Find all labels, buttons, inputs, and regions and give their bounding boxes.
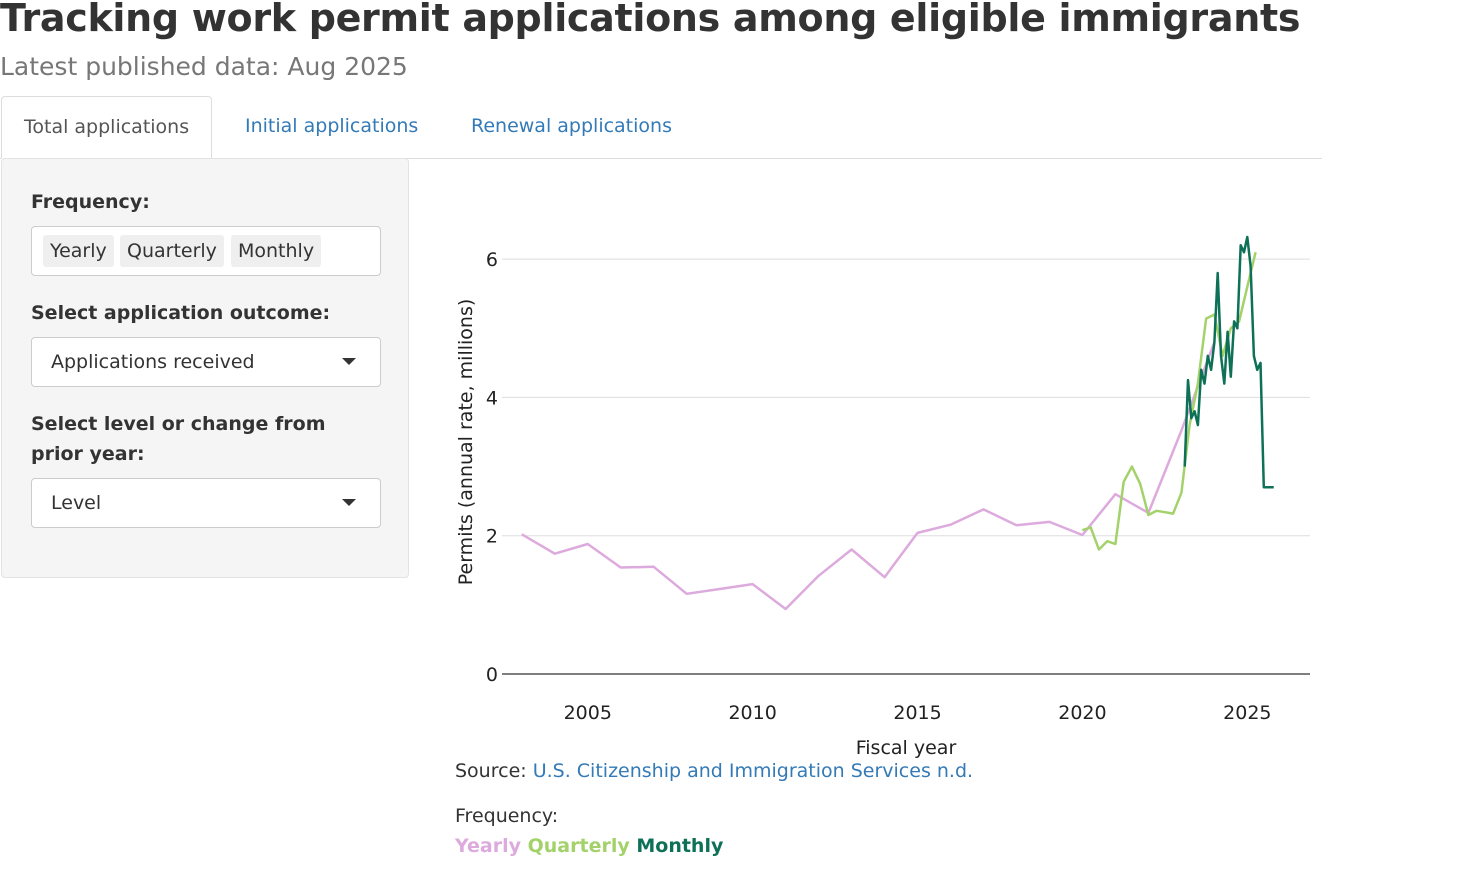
x-axis-title: Fiscal year — [856, 737, 957, 759]
caret-down-icon — [342, 499, 356, 506]
series-line-monthly — [1183, 235, 1274, 489]
control-panel: Frequency: Yearly Quarterly Monthly Sele… — [1, 158, 409, 578]
y-tick-label: 0 — [486, 664, 498, 686]
source-link[interactable]: U.S. Citizenship and Immigration Service… — [532, 760, 974, 782]
outcome-select[interactable]: Applications received — [31, 337, 381, 387]
legend-title: Frequency: — [455, 805, 559, 827]
x-tick-label: 2020 — [1058, 702, 1106, 724]
permits-chart: 0 2 4 6 2005 2010 2015 2020 2025 Fiscal year Permi… — [455, 235, 1310, 759]
y-tick-label: 2 — [486, 526, 498, 548]
legend: Yearly Quarterly Monthly — [455, 835, 723, 857]
outcome-label: Select application outcome: — [31, 302, 331, 324]
x-tick-label: 2010 — [728, 702, 776, 724]
page-subtitle: Latest published data: Aug 2025 — [0, 52, 408, 81]
caret-down-icon — [342, 358, 356, 365]
frequency-label: Frequency: — [31, 191, 150, 213]
y-axis-title: Permits (annual rate, millions) — [455, 299, 477, 586]
y-tick-label: 4 — [486, 387, 498, 409]
source-note: Source: U.S. Citizenship and Immigration… — [455, 760, 973, 782]
tab-initial-applications[interactable]: Initial applications — [245, 115, 419, 137]
frequency-chip-quarterly[interactable]: Quarterly — [120, 235, 224, 267]
y-tick-label: 6 — [486, 249, 498, 271]
tab-renewal-applications[interactable]: Renewal applications — [471, 115, 672, 137]
legend-monthly: Monthly — [636, 835, 724, 857]
legend-quarterly: Quarterly — [527, 835, 630, 857]
source-prefix: Source: — [455, 760, 533, 782]
level-select[interactable]: Level — [31, 478, 381, 528]
tab-total-applications[interactable]: Total applications — [1, 96, 213, 159]
frequency-chip-monthly[interactable]: Monthly — [231, 235, 322, 267]
level-label: Select level or change from prior year: — [31, 413, 326, 465]
frequency-selector[interactable]: Yearly Quarterly Monthly — [31, 226, 381, 276]
x-tick-label: 2015 — [893, 702, 941, 724]
legend-yearly: Yearly — [455, 835, 521, 857]
outcome-select-value: Applications received — [51, 351, 255, 373]
x-tick-label: 2025 — [1223, 702, 1271, 724]
series-line-yearly — [521, 341, 1216, 611]
x-tick-label: 2005 — [564, 702, 612, 724]
tab-bar: Total applications Initial applications … — [0, 96, 1322, 159]
frequency-chip-yearly[interactable]: Yearly — [43, 235, 114, 267]
series-line-quarterly — [1082, 251, 1257, 551]
level-select-value: Level — [51, 492, 102, 514]
page-title: Tracking work permit applications among … — [0, 0, 1301, 40]
